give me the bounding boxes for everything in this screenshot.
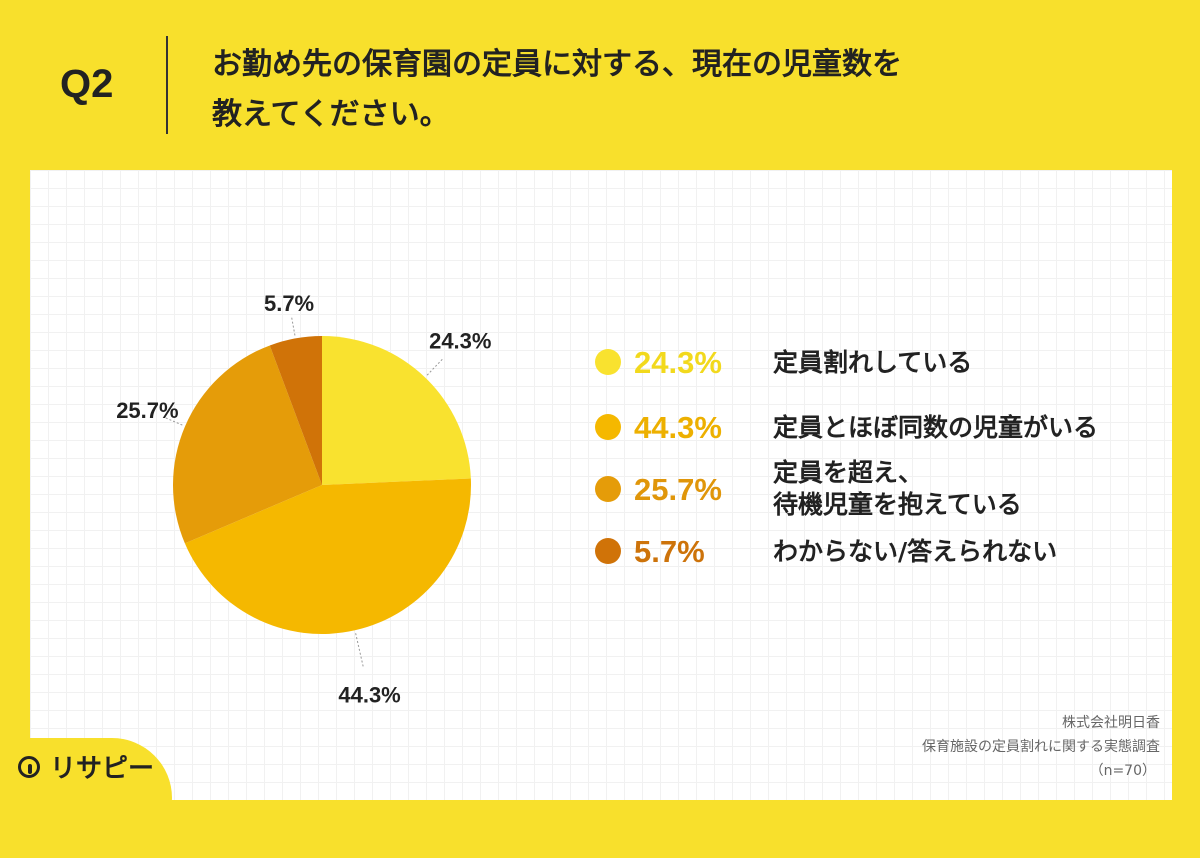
legend-label: わからない/答えられない bbox=[773, 537, 1057, 566]
pie-slice bbox=[269, 336, 322, 485]
footer-sample-size: （n=70） bbox=[1089, 763, 1156, 779]
pie-percent-label: 24.3% bbox=[429, 329, 491, 354]
pie-percent-label: 5.7% bbox=[264, 291, 314, 316]
pie-slices bbox=[172, 336, 472, 634]
legend-percent: 25.7% bbox=[634, 472, 722, 507]
pie-leader-lines bbox=[163, 317, 444, 669]
logo-text: リサピー bbox=[50, 754, 155, 784]
logo: リサピー bbox=[18, 748, 154, 785]
leader-line bbox=[355, 633, 365, 669]
footer-company: 株式会社明日香 bbox=[1062, 715, 1160, 731]
question-number: Q2 bbox=[60, 62, 114, 106]
pie-slice bbox=[172, 345, 322, 544]
leader-line bbox=[291, 317, 296, 336]
footer-survey: 保育施設の定員割れに関する実態調査 bbox=[922, 739, 1160, 755]
legend-percent: 24.3% bbox=[634, 345, 722, 380]
pie-percent-labels: 24.3% 44.3% 25.7% 5.7% bbox=[116, 291, 491, 708]
leader-line bbox=[163, 416, 183, 426]
pie-percent-label: 44.3% bbox=[338, 683, 400, 708]
question-line-2: 教えてください。 bbox=[212, 97, 450, 132]
legend-dot bbox=[595, 349, 621, 375]
legend-percent: 44.3% bbox=[634, 410, 722, 445]
pie-slice bbox=[322, 336, 471, 485]
legend-label: 定員割れしている bbox=[773, 348, 972, 377]
legend-label: 定員とほぼ同数の児童がいる bbox=[773, 413, 1098, 442]
pie-chart: 24.3% 44.3% 25.7% 5.7% 24.3% 定員割れしている 44.3% 定員… bbox=[116, 291, 1098, 708]
pie-percent-label: 25.7% bbox=[116, 398, 178, 423]
legend-percent: 5.7% bbox=[634, 534, 705, 569]
legend-dot bbox=[595, 538, 621, 564]
question-text: お勤め先の保育園の定員に対する、現在の児童数を 教えてください。 bbox=[212, 40, 902, 140]
question-line-1: お勤め先の保育園の定員に対する、現在の児童数を bbox=[212, 47, 902, 82]
legend-dot bbox=[595, 476, 621, 502]
legend-label: 定員を超え、待機児童を抱えている bbox=[773, 458, 1022, 519]
leader-line bbox=[426, 358, 444, 376]
legend: 24.3% 定員割れしている 44.3% 定員とほぼ同数の児童がいる 25.7% 定員を超… bbox=[595, 345, 1098, 569]
pin-icon bbox=[18, 755, 40, 778]
pie-slice bbox=[184, 478, 472, 634]
header-divider bbox=[166, 36, 168, 134]
legend-dot bbox=[595, 414, 621, 440]
